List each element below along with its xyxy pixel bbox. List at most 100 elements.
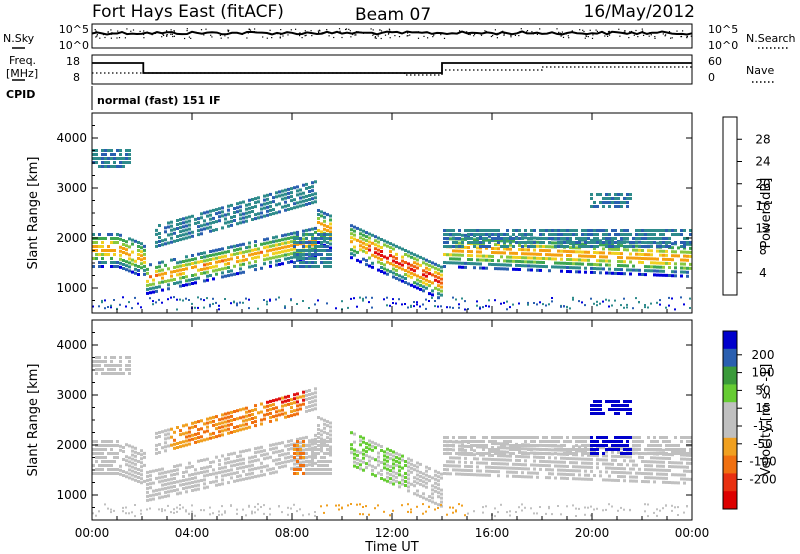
echo-cell bbox=[359, 459, 362, 463]
echo-cell bbox=[269, 419, 272, 423]
echo-cell bbox=[203, 299, 205, 302]
echo-cell bbox=[317, 229, 320, 232]
echo-cell bbox=[512, 452, 515, 455]
echo-cell bbox=[278, 413, 281, 417]
noise-point bbox=[496, 37, 498, 39]
echo-cell bbox=[320, 241, 323, 244]
echo-cell bbox=[563, 452, 566, 455]
echo-cell bbox=[548, 444, 551, 447]
echo-cell bbox=[146, 482, 149, 486]
echo-cell bbox=[254, 455, 257, 459]
echo-cell bbox=[608, 237, 611, 240]
echo-cell bbox=[455, 237, 458, 240]
echo-cell bbox=[248, 307, 250, 310]
echo-cell bbox=[647, 233, 650, 236]
echo-cell bbox=[503, 454, 506, 458]
echo-cell bbox=[572, 241, 575, 244]
echo-cell bbox=[614, 233, 617, 236]
noise-point bbox=[279, 37, 281, 39]
echo-cell bbox=[401, 275, 404, 279]
echo-cell bbox=[680, 452, 683, 455]
echo-cell bbox=[407, 306, 409, 309]
echo-cell bbox=[584, 513, 586, 516]
echo-cell bbox=[311, 261, 314, 264]
echo-cell bbox=[377, 244, 380, 248]
echo-cell bbox=[95, 468, 98, 471]
echo-cell bbox=[362, 229, 365, 233]
echo-cell bbox=[458, 464, 461, 468]
echo-cell bbox=[587, 465, 590, 469]
echo-cell bbox=[425, 282, 428, 286]
echo-cell bbox=[251, 218, 254, 221]
echo-cell bbox=[308, 261, 311, 264]
echo-cell bbox=[137, 245, 140, 248]
echo-cell bbox=[533, 444, 536, 447]
echo-cell bbox=[206, 421, 209, 425]
echo-cell bbox=[521, 503, 523, 506]
echo-cell bbox=[602, 509, 604, 512]
echo-cell bbox=[518, 241, 521, 244]
noise-point bbox=[146, 31, 148, 33]
echo-cell bbox=[161, 471, 164, 475]
echo-cell bbox=[485, 444, 488, 447]
echo-cell bbox=[488, 469, 491, 473]
echo-cell bbox=[437, 284, 440, 288]
echo-cell bbox=[473, 444, 476, 447]
echo-cell bbox=[362, 245, 365, 249]
echo-cell bbox=[482, 445, 485, 449]
echo-cell bbox=[293, 444, 296, 447]
echo-cell bbox=[350, 431, 353, 435]
echo-cell bbox=[518, 248, 521, 251]
echo-cell bbox=[353, 253, 356, 257]
echo-cell bbox=[398, 278, 401, 282]
echo-cell bbox=[164, 429, 167, 433]
echo-cell bbox=[614, 458, 617, 462]
echo-cell bbox=[290, 406, 293, 410]
echo-cell bbox=[464, 456, 467, 460]
echo-cell bbox=[467, 440, 470, 443]
echo-cell bbox=[230, 472, 233, 476]
echo-cell bbox=[212, 431, 215, 435]
echo-cell bbox=[134, 454, 137, 458]
echo-cell bbox=[299, 508, 301, 511]
echo-cell bbox=[674, 506, 676, 509]
echo-cell bbox=[218, 268, 221, 272]
x-axis-label: Time UT bbox=[364, 540, 418, 554]
echo-cell bbox=[320, 261, 323, 264]
echo-cell bbox=[386, 256, 389, 260]
echo-cell bbox=[494, 239, 497, 243]
echo-cell bbox=[596, 239, 599, 243]
noise-point bbox=[417, 37, 420, 39]
echo-cell bbox=[251, 471, 254, 475]
echo-cell bbox=[287, 248, 290, 252]
echo-cell bbox=[284, 200, 287, 204]
echo-cell bbox=[224, 420, 227, 424]
echo-cell bbox=[401, 303, 403, 306]
echo-cell bbox=[251, 475, 254, 479]
echo-cell bbox=[203, 263, 206, 267]
echo-cell bbox=[620, 205, 623, 208]
echo-cell bbox=[494, 263, 497, 267]
echo-cell bbox=[413, 468, 416, 472]
echo-cell bbox=[656, 241, 659, 245]
echo-cell bbox=[509, 454, 512, 458]
noise-point bbox=[382, 32, 384, 34]
echo-cell bbox=[314, 245, 317, 248]
echo-cell bbox=[197, 479, 200, 483]
echo-cell bbox=[293, 237, 296, 240]
echo-cell bbox=[239, 424, 242, 428]
echo-cell bbox=[602, 233, 605, 236]
echo-cell bbox=[638, 471, 641, 475]
echo-cell bbox=[518, 451, 521, 454]
echo-cell bbox=[689, 477, 692, 481]
echo-cell bbox=[137, 468, 140, 471]
echo-cell bbox=[449, 233, 452, 236]
echo-cell bbox=[254, 505, 256, 508]
noise-sky-trace bbox=[91, 30, 693, 36]
echo-cell bbox=[401, 466, 404, 470]
echo-cell bbox=[560, 464, 563, 468]
echo-cell bbox=[509, 251, 512, 255]
echo-cell bbox=[509, 452, 512, 455]
